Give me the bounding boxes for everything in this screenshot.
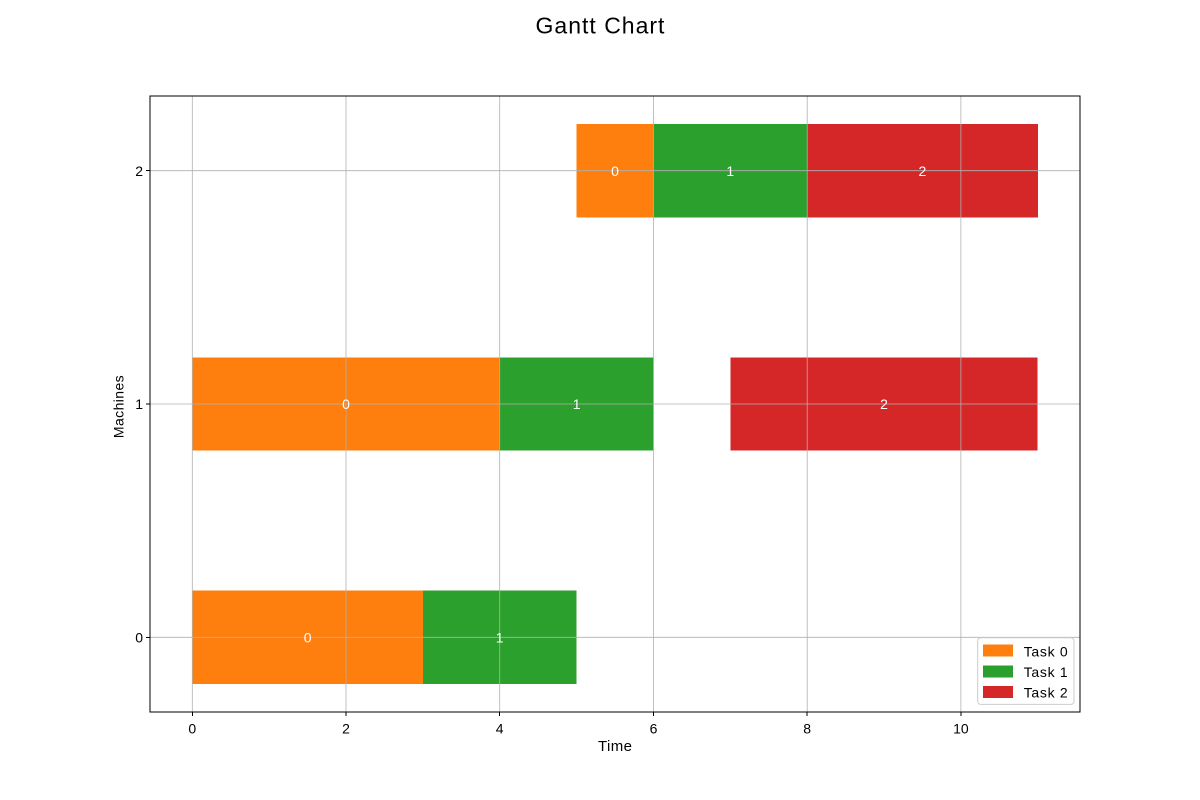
svg-text:Task 1: Task 1 xyxy=(1024,664,1069,680)
svg-text:1: 1 xyxy=(135,396,143,412)
svg-text:0: 0 xyxy=(188,720,196,736)
svg-text:2: 2 xyxy=(135,163,143,179)
svg-text:Task 2: Task 2 xyxy=(1024,685,1069,701)
svg-text:2: 2 xyxy=(342,720,350,736)
svg-text:Machines: Machines xyxy=(111,375,127,438)
svg-text:0: 0 xyxy=(611,163,619,179)
svg-text:1: 1 xyxy=(726,163,734,179)
svg-text:Time: Time xyxy=(598,738,632,755)
svg-text:8: 8 xyxy=(803,720,811,736)
svg-text:1: 1 xyxy=(573,396,581,412)
svg-text:0: 0 xyxy=(342,396,350,412)
svg-text:4: 4 xyxy=(496,720,504,736)
svg-text:Task 0: Task 0 xyxy=(1024,643,1069,659)
svg-text:0: 0 xyxy=(304,629,312,645)
svg-text:2: 2 xyxy=(880,396,888,412)
svg-text:6: 6 xyxy=(650,720,658,736)
svg-text:10: 10 xyxy=(953,720,969,736)
svg-text:1: 1 xyxy=(496,629,504,645)
svg-text:2: 2 xyxy=(919,163,927,179)
svg-text:Gantt Chart: Gantt Chart xyxy=(536,12,666,38)
svg-text:0: 0 xyxy=(135,629,143,645)
